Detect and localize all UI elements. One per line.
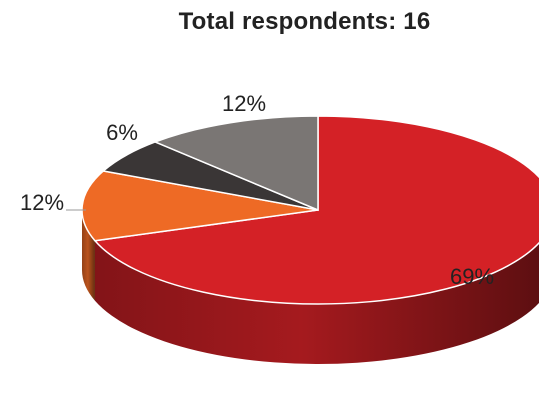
chart-title: Total respondents: 16 (178, 8, 431, 35)
pie-slice-3 (153, 115, 319, 212)
pie-data-label-0: 69% (450, 264, 494, 289)
pie-data-label-3: 12% (222, 91, 266, 116)
pie-data-label-1: 12% (20, 190, 64, 215)
pie-labels: 69% 12% 6% 12% (20, 91, 494, 289)
pie-side-0 (94, 240, 539, 364)
pie-slice-0 (93, 115, 539, 305)
pie-slices (81, 115, 539, 305)
pie-slice-1 (81, 170, 319, 242)
pie-data-label-2: 6% (106, 120, 138, 145)
pie-depth-sides (82, 210, 539, 364)
pie-side-1 (82, 210, 95, 301)
